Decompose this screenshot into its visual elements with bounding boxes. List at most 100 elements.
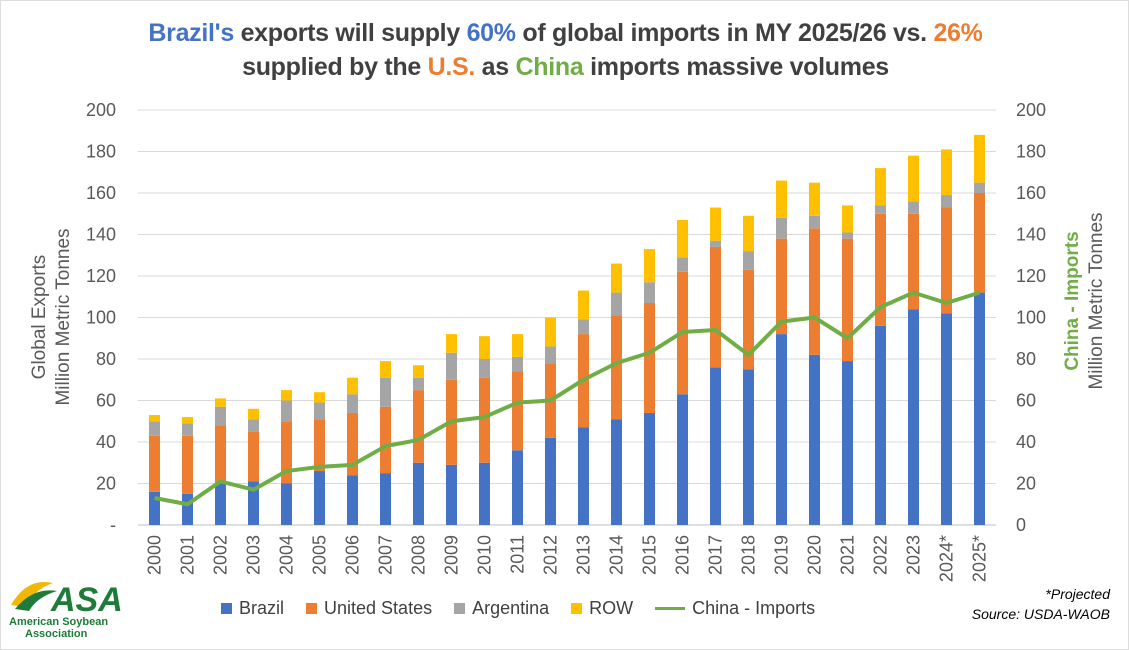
bar-argentina: [974, 182, 985, 193]
y2-tick-label: 60: [1016, 391, 1036, 411]
title-segment: of global imports in MY 2025/26 vs.: [515, 19, 934, 47]
bar-row: [611, 263, 622, 293]
soybean-logo-icon: ASA American Soybean Association: [9, 581, 123, 640]
bar-argentina: [347, 394, 358, 413]
y-tick-label: 120: [86, 266, 116, 286]
bar-brazil: [611, 419, 622, 525]
bar-argentina: [941, 195, 952, 208]
bar-united-states: [413, 390, 424, 463]
bar-brazil: [677, 394, 688, 525]
bar-brazil: [908, 309, 919, 525]
x-tick-label: 2002: [211, 535, 231, 575]
bar-argentina: [677, 257, 688, 272]
title-segment: 60%: [466, 19, 516, 47]
bar-row: [875, 168, 886, 206]
x-tick-label: 2007: [376, 535, 396, 575]
bar-argentina: [149, 421, 160, 436]
bar-argentina: [512, 356, 523, 372]
bar-united-states: [875, 213, 886, 326]
bar-argentina: [182, 423, 193, 436]
bar-row: [281, 390, 292, 401]
y-axis-subtitle: Million Metric Tonnes: [53, 228, 74, 405]
title-segment: exports will supply: [233, 19, 467, 47]
bar-brazil: [281, 483, 292, 525]
china-imports-line: [154, 290, 981, 507]
bar-brazil: [248, 481, 259, 525]
bar-row: [413, 365, 424, 378]
x-tick-label: 2001: [178, 535, 198, 575]
y-tick-label: 40: [96, 432, 116, 452]
bar-row: [842, 205, 853, 233]
bar-united-states: [512, 371, 523, 451]
bar-row: [974, 134, 985, 183]
bar-row: [512, 334, 523, 357]
x-tick-label: 2022: [871, 535, 891, 575]
bar-brazil: [446, 464, 457, 525]
bar-argentina: [380, 377, 391, 407]
bar-united-states: [941, 207, 952, 314]
bar-argentina: [644, 282, 655, 303]
bar-brazil: [413, 462, 424, 525]
bar-row: [908, 155, 919, 202]
y-axis-title: Global Exports: [29, 255, 50, 380]
bar-brazil: [512, 450, 523, 525]
logo-text: ASA: [50, 581, 123, 619]
y2-tick-label: 40: [1016, 432, 1036, 452]
bar-united-states: [347, 412, 358, 476]
y2-tick-label: 80: [1016, 349, 1036, 369]
x-tick-label: 2025*: [970, 535, 990, 582]
legend-label: United States: [324, 598, 433, 618]
bar-row: [809, 182, 820, 216]
x-tick-label: 2014: [607, 535, 627, 575]
bar-row: [743, 215, 754, 252]
x-tick-label: 2012: [541, 535, 561, 575]
bar-united-states: [380, 406, 391, 474]
bar-united-states: [842, 238, 853, 362]
x-tick-label: 2013: [574, 535, 594, 575]
bar-united-states: [743, 269, 754, 370]
x-tick-label: 2004: [277, 535, 297, 575]
bar-argentina: [809, 215, 820, 229]
x-tick-label: 2009: [442, 535, 462, 575]
bar-row: [182, 417, 193, 424]
bar-brazil: [182, 493, 193, 525]
bar-argentina: [578, 319, 589, 335]
legend-swatch: [454, 603, 466, 614]
bar-row: [776, 180, 787, 218]
chart-title-line-2: supplied by the U.S. as China imports ma…: [1, 53, 1128, 82]
legend-swatch: [221, 603, 232, 614]
bar-argentina: [908, 201, 919, 214]
x-tick-label: 2023: [904, 535, 924, 575]
x-tick-label: 2011: [508, 535, 528, 574]
legend-label: China - Imports: [692, 598, 816, 618]
title-segment: U.S.: [427, 53, 476, 81]
bar-row: [248, 408, 259, 420]
y2-tick-label: 200: [1016, 100, 1046, 120]
bar-argentina: [611, 292, 622, 316]
x-tick-label: 2000: [145, 535, 165, 575]
y-tick-label: 200: [86, 100, 116, 120]
legend-label: Brazil: [239, 598, 285, 618]
y-tick-label: 20: [96, 474, 116, 494]
x-tick-label: 2024*: [937, 535, 957, 582]
legend-label: Argentina: [472, 598, 550, 618]
y2-tick-label: 0: [1016, 515, 1026, 535]
bar-row: [380, 361, 391, 378]
x-tick-label: 2010: [475, 535, 495, 575]
legend-item: China - Imports: [655, 598, 815, 619]
legend-swatch: [306, 603, 318, 614]
bar-united-states: [281, 421, 292, 484]
bar-brazil: [710, 367, 721, 525]
bar-brazil: [215, 483, 226, 525]
x-tick-label: 2021: [838, 535, 858, 575]
x-tick-label: 2015: [640, 535, 660, 575]
bar-row: [677, 219, 688, 258]
y-tick-label: 160: [86, 183, 116, 203]
bar-argentina: [545, 346, 556, 364]
y-tick-label: 140: [86, 225, 116, 245]
legend-swatch: [655, 607, 686, 610]
bar-united-states: [644, 302, 655, 413]
y2-tick-label: 20: [1016, 474, 1036, 494]
y2-tick-label: 180: [1016, 142, 1046, 162]
